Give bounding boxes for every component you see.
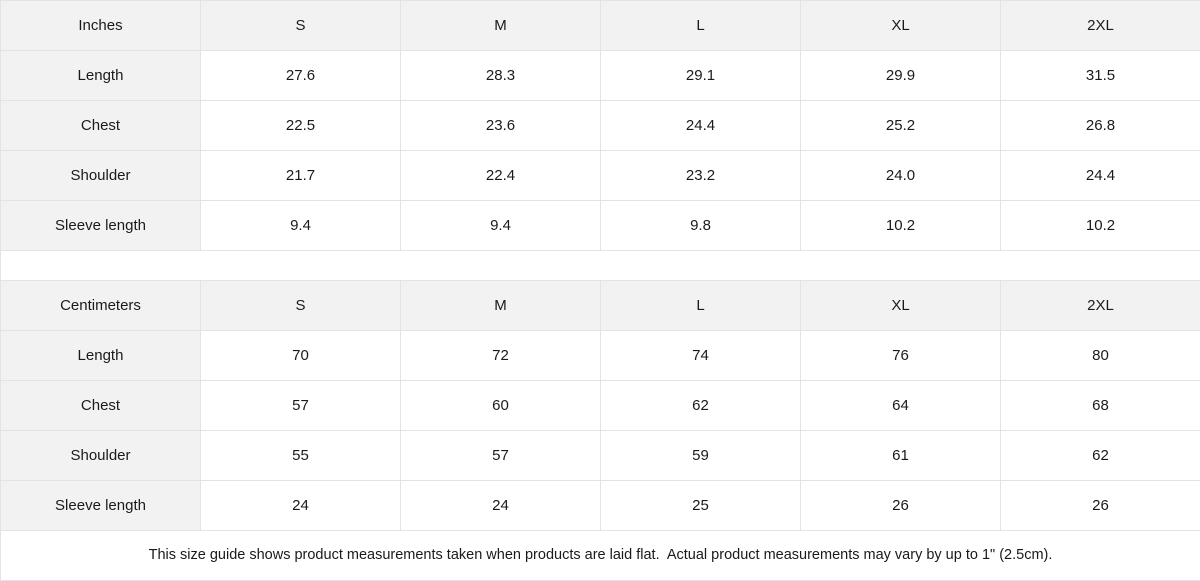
row-label-cm-chest: Chest xyxy=(1,381,201,431)
cell-cm-length-2xl: 80 xyxy=(1001,331,1200,381)
cell-shoulder-2xl: 24.4 xyxy=(1001,151,1200,201)
cell-cm-shoulder-l: 59 xyxy=(601,431,801,481)
table-spacer-row xyxy=(1,251,1200,281)
size-header-l: L xyxy=(601,1,801,51)
table-row: Chest 22.5 23.6 24.4 25.2 26.8 xyxy=(1,101,1200,151)
cell-cm-length-xl: 76 xyxy=(801,331,1001,381)
cell-cm-sleeve-2xl: 26 xyxy=(1001,481,1200,531)
table-row: Length 27.6 28.3 29.1 29.9 31.5 xyxy=(1,51,1200,101)
cell-shoulder-l: 23.2 xyxy=(601,151,801,201)
cell-cm-shoulder-s: 55 xyxy=(201,431,401,481)
cell-length-2xl: 31.5 xyxy=(1001,51,1200,101)
cell-cm-sleeve-s: 24 xyxy=(201,481,401,531)
cell-cm-chest-xl: 64 xyxy=(801,381,1001,431)
cell-sleeve-xl: 10.2 xyxy=(801,201,1001,251)
cell-cm-shoulder-m: 57 xyxy=(401,431,601,481)
table-header-row-inches: Inches S M L XL 2XL xyxy=(1,1,1200,51)
cell-cm-sleeve-l: 25 xyxy=(601,481,801,531)
row-label-shoulder: Shoulder xyxy=(1,151,201,201)
cell-cm-shoulder-2xl: 62 xyxy=(1001,431,1200,481)
cell-shoulder-s: 21.7 xyxy=(201,151,401,201)
cell-sleeve-2xl: 10.2 xyxy=(1001,201,1200,251)
cell-sleeve-l: 9.8 xyxy=(601,201,801,251)
cell-cm-sleeve-xl: 26 xyxy=(801,481,1001,531)
row-label-length: Length xyxy=(1,51,201,101)
cell-cm-length-m: 72 xyxy=(401,331,601,381)
cell-length-xl: 29.9 xyxy=(801,51,1001,101)
size-header-cm-s: S xyxy=(201,281,401,331)
cell-chest-2xl: 26.8 xyxy=(1001,101,1200,151)
cell-cm-length-l: 74 xyxy=(601,331,801,381)
table-spacer-cell xyxy=(1,251,1200,281)
table-row: Shoulder 21.7 22.4 23.2 24.0 24.4 xyxy=(1,151,1200,201)
size-header-2xl: 2XL xyxy=(1001,1,1200,51)
cell-chest-xl: 25.2 xyxy=(801,101,1001,151)
size-header-cm-2xl: 2XL xyxy=(1001,281,1200,331)
cell-sleeve-s: 9.4 xyxy=(201,201,401,251)
size-guide-footnote: This size guide shows product measuremen… xyxy=(1,531,1200,581)
row-label-cm-sleeve-length: Sleeve length xyxy=(1,481,201,531)
cell-chest-m: 23.6 xyxy=(401,101,601,151)
row-label-chest: Chest xyxy=(1,101,201,151)
cell-sleeve-m: 9.4 xyxy=(401,201,601,251)
row-label-cm-length: Length xyxy=(1,331,201,381)
cell-shoulder-m: 22.4 xyxy=(401,151,601,201)
cell-cm-length-s: 70 xyxy=(201,331,401,381)
table-row: Sleeve length 24 24 25 26 26 xyxy=(1,481,1200,531)
size-guide-footnote-row: This size guide shows product measuremen… xyxy=(1,531,1200,581)
cell-cm-chest-m: 60 xyxy=(401,381,601,431)
size-header-s: S xyxy=(201,1,401,51)
size-header-xl: XL xyxy=(801,1,1001,51)
unit-label-inches: Inches xyxy=(1,1,201,51)
cell-chest-s: 22.5 xyxy=(201,101,401,151)
cell-cm-sleeve-m: 24 xyxy=(401,481,601,531)
table-row: Length 70 72 74 76 80 xyxy=(1,331,1200,381)
table-row: Shoulder 55 57 59 61 62 xyxy=(1,431,1200,481)
table-row: Chest 57 60 62 64 68 xyxy=(1,381,1200,431)
cell-length-l: 29.1 xyxy=(601,51,801,101)
size-header-cm-l: L xyxy=(601,281,801,331)
cell-shoulder-xl: 24.0 xyxy=(801,151,1001,201)
row-label-cm-shoulder: Shoulder xyxy=(1,431,201,481)
size-header-cm-xl: XL xyxy=(801,281,1001,331)
cell-cm-chest-2xl: 68 xyxy=(1001,381,1200,431)
cell-length-s: 27.6 xyxy=(201,51,401,101)
cell-length-m: 28.3 xyxy=(401,51,601,101)
cell-cm-shoulder-xl: 61 xyxy=(801,431,1001,481)
table-header-row-centimeters: Centimeters S M L XL 2XL xyxy=(1,281,1200,331)
row-label-sleeve-length: Sleeve length xyxy=(1,201,201,251)
size-header-m: M xyxy=(401,1,601,51)
size-header-cm-m: M xyxy=(401,281,601,331)
cell-chest-l: 24.4 xyxy=(601,101,801,151)
unit-label-centimeters: Centimeters xyxy=(1,281,201,331)
table-row: Sleeve length 9.4 9.4 9.8 10.2 10.2 xyxy=(1,201,1200,251)
cell-cm-chest-s: 57 xyxy=(201,381,401,431)
cell-cm-chest-l: 62 xyxy=(601,381,801,431)
